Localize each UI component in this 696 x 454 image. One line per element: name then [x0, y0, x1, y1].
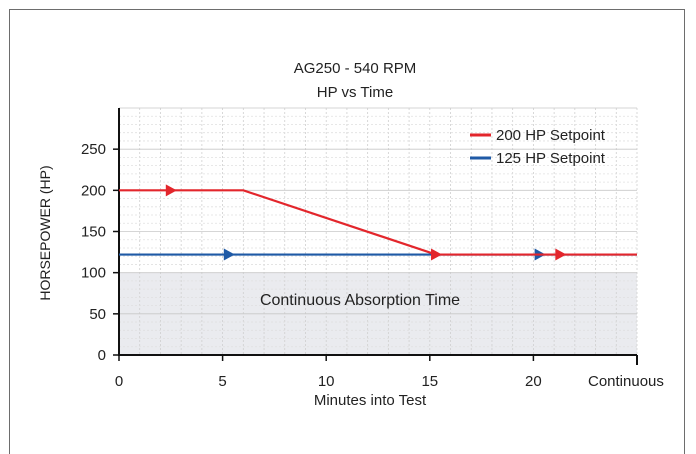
x-end-tick-label: Continuous [588, 373, 664, 390]
series-1-arrow-marker [555, 248, 567, 261]
x-tick-label: 20 [525, 373, 542, 390]
y-tick-label: 150 [81, 224, 106, 241]
y-axis-label: HORSEPOWER (HP) [37, 165, 53, 300]
series-line-1 [119, 189, 637, 256]
chart-frame [9, 9, 685, 454]
y-tick-label: 200 [81, 182, 106, 199]
x-tick-label: 10 [318, 373, 335, 390]
series-1-arrow-marker [165, 184, 177, 197]
series-1-arrow-marker [431, 248, 443, 261]
x-tick-label: 5 [218, 373, 226, 390]
chart-subtitle: HP vs Time [317, 84, 393, 101]
y-tick-label: 250 [81, 141, 106, 158]
x-tick-label: 15 [421, 373, 438, 390]
series-group [119, 184, 637, 261]
y-tick-label: 0 [98, 347, 106, 364]
x-tick-label: 0 [115, 373, 123, 390]
x-axis-label: Minutes into Test [314, 392, 427, 409]
chart-legend: 200 HP Setpoint 125 HP Setpoint [470, 127, 606, 167]
shaded-region-label: Continuous Absorption Time [260, 292, 460, 309]
chart-title: AG250 - 540 RPM [294, 60, 417, 77]
y-tick-label: 100 [81, 265, 106, 282]
chart-gridlines [119, 107, 638, 355]
legend-label-series-1: 200 HP Setpoint [496, 127, 606, 144]
legend-label-series-2: 125 HP Setpoint [496, 150, 606, 167]
series-2-arrow-marker [223, 248, 235, 261]
y-tick-label: 50 [89, 306, 106, 323]
